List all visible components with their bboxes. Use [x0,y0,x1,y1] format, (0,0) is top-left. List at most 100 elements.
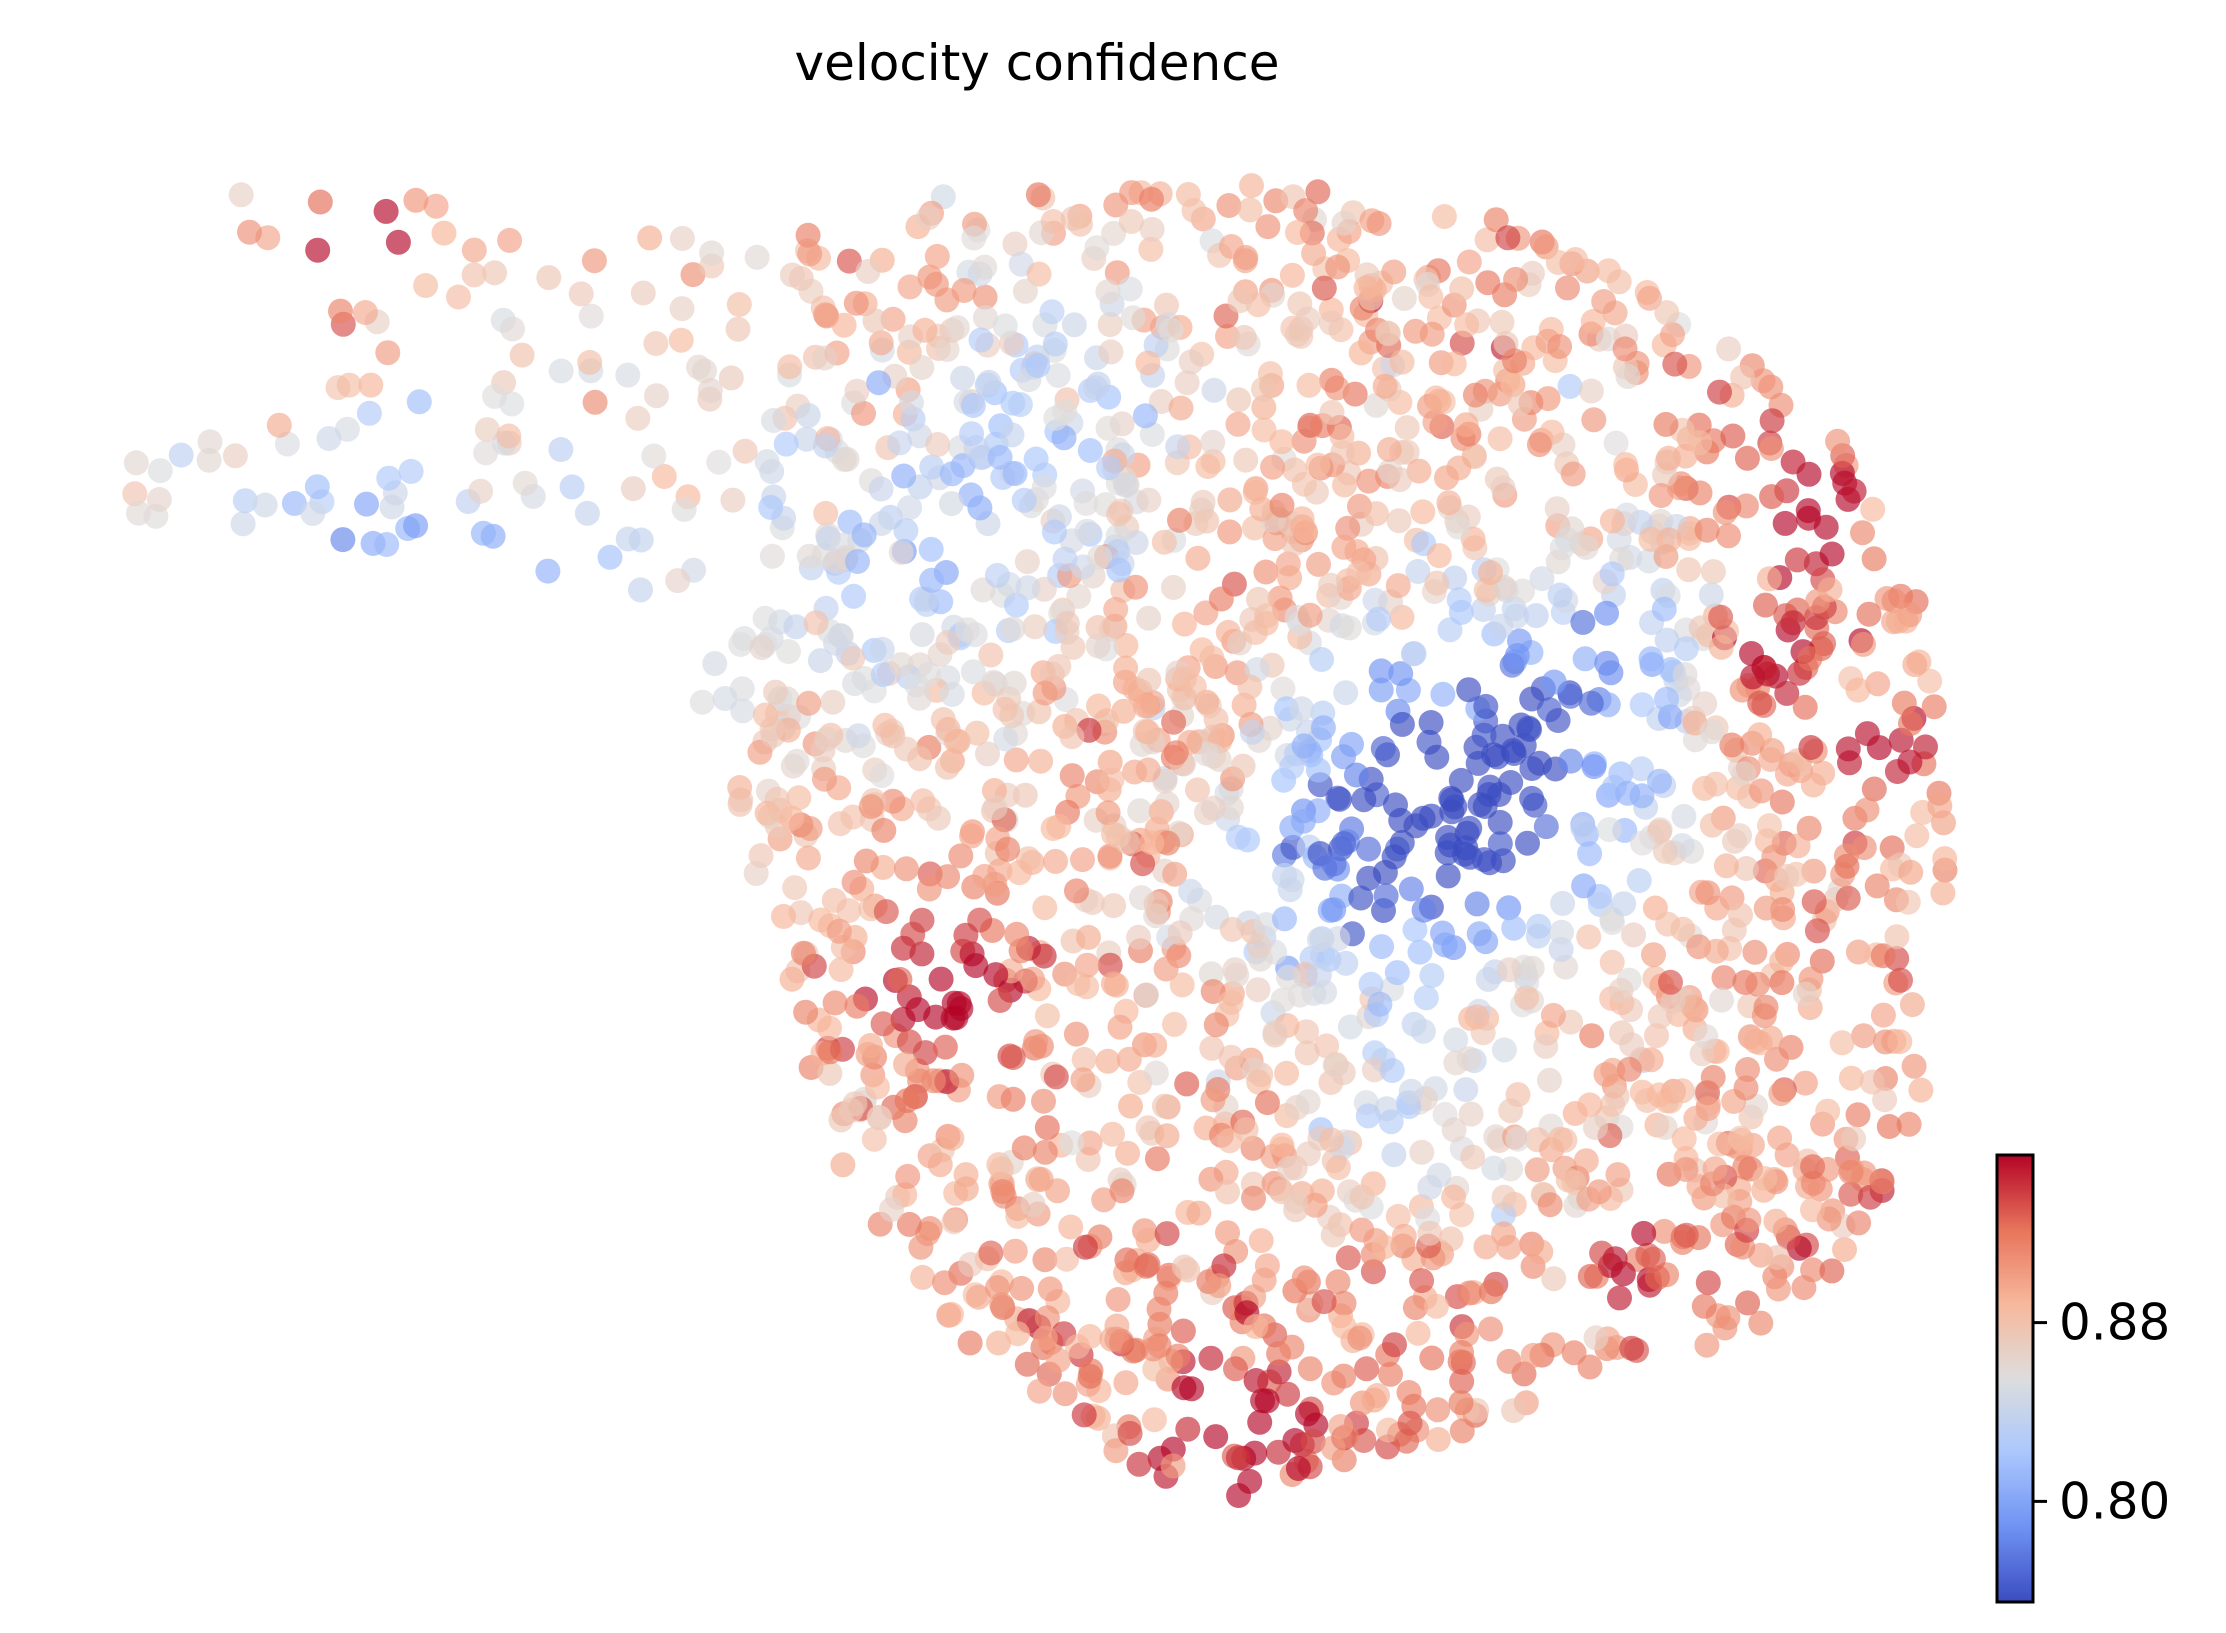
scatter-point [953,922,979,948]
scatter-point [1792,1070,1818,1096]
scatter-point [1217,487,1243,513]
scatter-point [826,918,852,944]
scatter-point [970,444,996,470]
scatter-point [888,539,914,565]
scatter-point [1052,546,1078,572]
scatter-point [1381,259,1407,285]
scatter-point [1237,197,1263,223]
scatter-point [568,281,594,307]
scatter-point [893,856,919,882]
scatter-point [963,953,989,979]
scatter-point [795,222,821,248]
scatter-point [1769,970,1795,996]
scatter-point [1417,1220,1443,1246]
scatter-point [1752,1166,1778,1191]
scatter-point [1115,1140,1141,1166]
scatter-point [1713,853,1739,879]
scatter-point [330,527,356,553]
scatter-point [1185,545,1211,571]
scatter-point [1206,1273,1232,1299]
scatter-point [1425,1427,1451,1452]
scatter-point [1067,211,1093,237]
scatter-point [776,639,801,664]
scatter-point [843,290,869,316]
scatter-point [1378,1109,1404,1135]
scatter-point [1547,334,1573,359]
scatter-point [907,685,932,711]
scatter-point [1386,508,1412,534]
scatter-point [1002,231,1028,257]
scatter-point [1739,641,1764,666]
scatter-point [1376,437,1402,462]
scatter-point [597,544,623,570]
scatter-point [1792,981,1818,1007]
scatter-point [1403,813,1429,839]
scatter-point [893,518,919,544]
scatter-point [984,562,1010,588]
scatter-point [961,225,987,251]
scatter-point [1708,604,1734,630]
scatter-point [939,681,965,707]
scatter-point [1028,1166,1054,1192]
scatter-point [1851,1023,1877,1049]
scatter-point [964,720,990,746]
scatter-point [1215,1179,1240,1205]
scatter-point [1457,815,1483,841]
scatter-point [1001,670,1027,696]
scatter-point [1218,989,1244,1015]
scatter-point [1753,895,1779,921]
scatter-point [228,182,254,208]
scatter-point [1348,340,1374,366]
scatter-point [1132,403,1158,429]
scatter-point [1218,1044,1244,1070]
scatter-point [499,391,525,417]
scatter-point [281,490,307,516]
scatter-point [790,940,816,966]
scatter-point [976,369,1002,395]
scatter-point [1503,266,1529,292]
scatter-point [1134,982,1159,1008]
scatter-point [1693,1024,1719,1050]
scatter-point [1085,371,1111,397]
scatter-point [1208,586,1234,612]
scatter-point [222,443,248,469]
scatter-point [1242,479,1268,505]
scatter-point [1306,927,1332,953]
scatter-point [1453,1077,1479,1103]
scatter-point [1000,616,1026,642]
scatter-point [1331,210,1357,236]
scatter-point [1516,715,1542,741]
scatter-point [872,712,898,738]
scatter-point [1336,615,1362,641]
scatter-point [925,432,951,457]
scatter-point [1719,732,1745,758]
scatter-point [1885,608,1911,634]
scatter-point [1355,1103,1381,1129]
scatter-point [1483,207,1509,233]
scatter-point [1514,985,1540,1011]
scatter-point [914,587,939,612]
scatter-point [1445,514,1471,540]
scatter-point [1846,1210,1872,1236]
scatter-point [1603,430,1629,456]
scatter-point [1064,878,1089,904]
scatter-point [1103,192,1129,218]
scatter-point [1490,475,1516,501]
scatter-point [307,189,333,215]
scatter-point [861,1126,887,1152]
scatter-point [1242,515,1267,541]
scatter-point [1748,1310,1774,1336]
scatter-point [1758,436,1784,461]
scatter-point [1297,602,1323,628]
scatter-point [853,848,879,874]
scatter-point [1815,1098,1841,1124]
scatter-point [1510,578,1536,604]
scatter-point [830,1152,856,1178]
scatter-point [304,474,330,500]
scatter-point [1612,336,1638,362]
scatter-point [1743,1093,1769,1119]
scatter-point [1904,823,1930,849]
scatter-point [1872,1087,1898,1113]
scatter-point [1351,787,1377,813]
scatter-point [574,500,600,526]
